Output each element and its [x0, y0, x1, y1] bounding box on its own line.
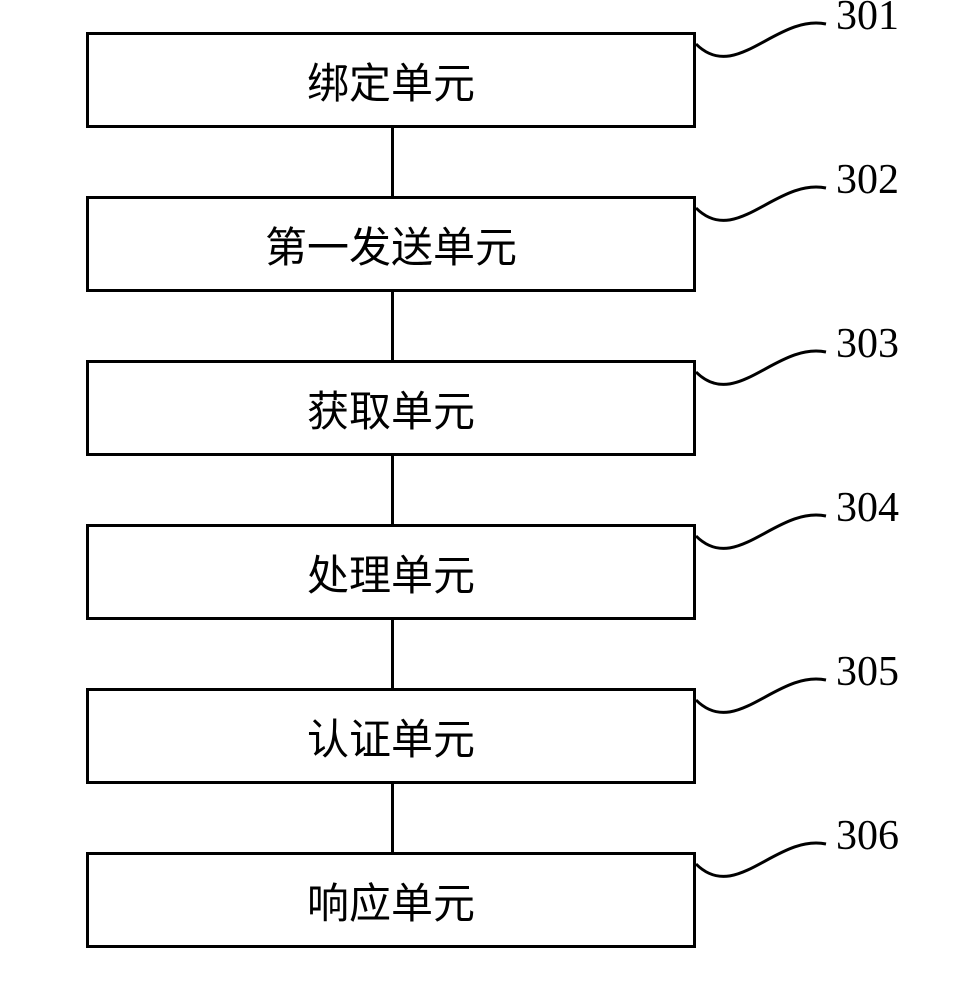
node-n2: 第一发送单元: [86, 196, 696, 292]
node-n3: 获取单元: [86, 360, 696, 456]
ref-label-304: 304: [836, 484, 899, 532]
node-n4: 处理单元: [86, 524, 696, 620]
node-n1: 绑定单元: [86, 32, 696, 128]
node-label: 认证单元: [307, 706, 475, 767]
leader-line: [86, 360, 87, 361]
leader-line: [86, 196, 87, 197]
node-label: 处理单元: [307, 542, 475, 603]
connector: [391, 292, 394, 360]
leader-line: [86, 524, 87, 525]
node-label: 第一发送单元: [265, 214, 517, 275]
leader-line: [86, 688, 87, 689]
ref-label-303: 303: [836, 320, 899, 368]
node-label: 获取单元: [307, 378, 475, 439]
node-n6: 响应单元: [86, 852, 696, 948]
leader-line: [86, 32, 87, 33]
ref-label-306: 306: [836, 812, 899, 860]
leader-line: [86, 852, 87, 853]
connector: [391, 128, 394, 196]
connector: [391, 620, 394, 688]
node-n5: 认证单元: [86, 688, 696, 784]
connector: [391, 784, 394, 852]
ref-label-305: 305: [836, 648, 899, 696]
node-label: 绑定单元: [307, 50, 475, 111]
block-diagram: 绑定单元 301 第一发送单元 302 获取单元 303 处理单元 304 认证单元 305 响应单…: [0, 0, 962, 1000]
ref-label-301: 301: [836, 0, 899, 40]
connector: [391, 456, 394, 524]
node-label: 响应单元: [307, 870, 475, 931]
ref-label-302: 302: [836, 156, 899, 204]
